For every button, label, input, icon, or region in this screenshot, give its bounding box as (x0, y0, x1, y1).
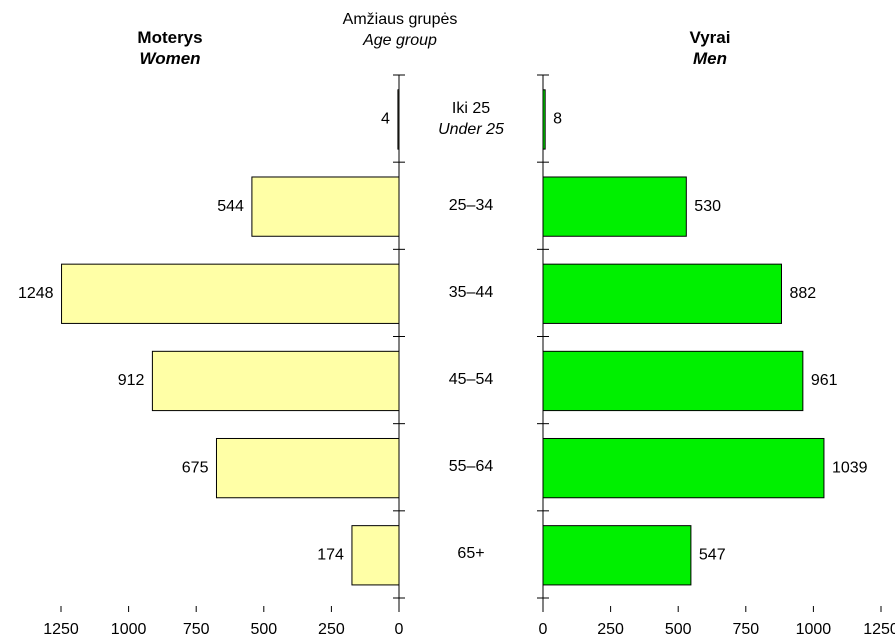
x-tick-label: 1000 (796, 621, 832, 638)
bar (542, 350, 804, 412)
value-label: 8 (553, 111, 562, 128)
x-tick-label: 1000 (111, 621, 147, 638)
x-tick-label: 250 (318, 621, 345, 638)
value-label: 912 (118, 372, 145, 389)
series-title: Vyrai Men (689, 28, 731, 68)
category-label: 55–64 (448, 458, 494, 476)
category-label: Iki 25 Under 25 (438, 99, 504, 138)
x-tick-label: 750 (183, 621, 210, 638)
value-label: 174 (317, 547, 344, 564)
value-label: 675 (182, 459, 209, 476)
x-tick-label: 500 (250, 621, 277, 638)
x-tick-label: 500 (665, 621, 692, 638)
bar (215, 437, 400, 499)
value-label: 882 (789, 285, 816, 302)
bar (542, 263, 782, 324)
bar (251, 176, 400, 237)
x-tick-label: 1250 (863, 621, 895, 638)
x-tick-label: 750 (732, 621, 759, 638)
x-tick-label: 250 (597, 621, 624, 638)
value-label: 4 (381, 111, 390, 128)
series-title: Moterys Women (137, 28, 203, 68)
bar (61, 263, 400, 324)
value-label: 544 (217, 198, 244, 215)
x-tick-label: 1250 (43, 621, 79, 638)
value-label: 1039 (832, 459, 868, 476)
bar (351, 525, 400, 586)
bar (151, 350, 400, 412)
chart-title: Amžiaus grupės Age group (342, 11, 458, 49)
bar (397, 89, 400, 150)
value-label: 961 (811, 372, 838, 389)
bar (542, 89, 546, 150)
category-label: 35–44 (448, 283, 494, 301)
value-label: 530 (694, 198, 721, 215)
bar (542, 437, 825, 499)
value-label: 547 (699, 547, 726, 564)
value-label: 1248 (18, 285, 54, 302)
category-label: 25–34 (448, 196, 494, 214)
bar (542, 176, 687, 237)
x-tick-label: 0 (539, 621, 548, 638)
category-label: 45–54 (448, 371, 494, 389)
bar (542, 525, 692, 586)
category-label: 65+ (457, 545, 485, 563)
x-tick-label: 0 (395, 621, 404, 638)
